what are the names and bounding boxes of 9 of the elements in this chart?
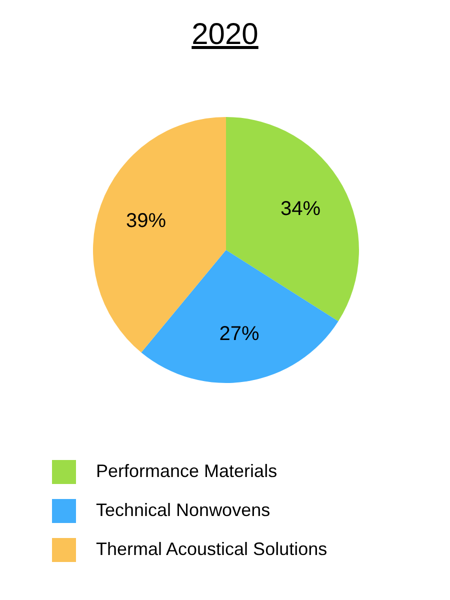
legend-label: Performance Materials bbox=[96, 461, 278, 481]
data-label: 34% bbox=[280, 198, 321, 220]
pie-slice bbox=[226, 117, 359, 322]
chart-title: 2020 bbox=[190, 17, 260, 53]
data-label: 39% bbox=[126, 210, 166, 232]
pie-slice bbox=[141, 250, 338, 383]
legend-label: Technical Nonwovens bbox=[96, 500, 270, 520]
data-label: 27% bbox=[219, 322, 260, 345]
legend-label: Thermal Acoustical Solutions bbox=[96, 539, 328, 559]
